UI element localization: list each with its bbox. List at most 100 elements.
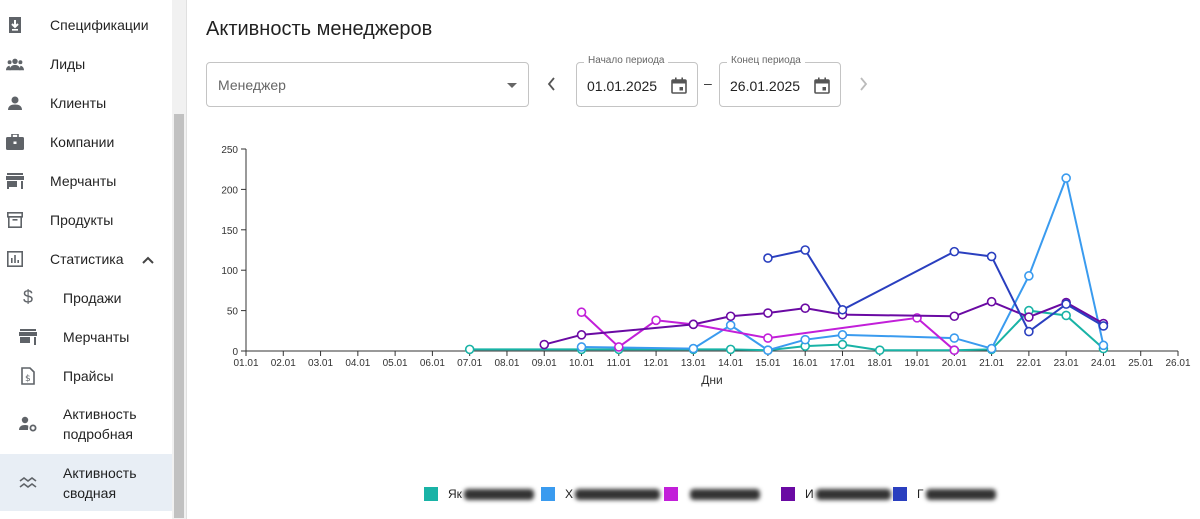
data-point — [837, 330, 848, 340]
legend-label: И — [805, 487, 891, 501]
sidebar-item-merchants-stats[interactable]: Мерчанты — [0, 317, 172, 356]
sidebar-item-label: Статистика — [50, 250, 124, 267]
x-tick-label: 03.01 — [308, 358, 333, 369]
sidebar-item-activity-summary[interactable]: Активность сводная — [0, 454, 172, 511]
x-tick-label: 13.01 — [681, 358, 706, 369]
sidebar-item-clients[interactable]: Клиенты — [0, 83, 172, 122]
sidebar-item-label: Активность сводная — [63, 464, 137, 501]
legend-label: Г — [917, 487, 996, 501]
data-point — [1061, 173, 1071, 183]
page-title: Активность менеджеров — [206, 18, 433, 40]
archive-box-icon — [6, 211, 24, 229]
sidebar-item-sales[interactable]: $ Продажи — [0, 278, 172, 317]
manager-select-placeholder: Менеджер — [218, 77, 286, 93]
data-point — [688, 319, 699, 330]
data-point — [949, 246, 960, 257]
sidebar-item-prices[interactable]: $ Прайсы — [0, 356, 172, 395]
legend-swatch — [893, 487, 907, 501]
x-tick-label: 21.01 — [979, 358, 1004, 369]
sidebar-item-companies[interactable]: Компании — [0, 122, 172, 161]
x-tick-label: 24.01 — [1091, 358, 1116, 369]
bar-chart-icon — [6, 250, 24, 268]
data-point — [576, 330, 587, 340]
data-point — [986, 296, 997, 307]
data-point — [763, 345, 773, 355]
data-point — [725, 320, 736, 330]
legend-item[interactable] — [664, 484, 760, 504]
briefcase-icon — [6, 133, 24, 151]
series-line — [767, 248, 1104, 334]
data-point — [874, 345, 885, 355]
legend-label-text: И — [805, 487, 814, 501]
x-tick-label: 18.01 — [867, 358, 892, 369]
x-tick-label: 05.01 — [383, 358, 408, 369]
dropdown-arrow-icon — [507, 83, 517, 88]
sidebar-item-statistics[interactable]: Статистика — [0, 239, 172, 278]
sidebar-item-products[interactable]: Продукты — [0, 200, 172, 239]
x-tick-label: 25.01 — [1128, 358, 1153, 369]
legend-swatch — [664, 487, 678, 501]
legend-item[interactable]: Як — [424, 484, 534, 504]
chevron-up-icon[interactable] — [142, 251, 154, 267]
start-date-value: 01.01.2025 — [587, 78, 658, 94]
x-tick-label: 16.01 — [793, 358, 818, 369]
previous-period-button[interactable] — [547, 75, 557, 96]
data-point — [539, 339, 550, 350]
data-point — [576, 342, 587, 352]
sidebar-item-leads[interactable]: Лиды — [0, 44, 172, 83]
x-tick-label: 14.01 — [718, 358, 743, 369]
calendar-icon[interactable] — [671, 77, 687, 99]
x-tick-label: 11.01 — [607, 358, 632, 369]
legend-swatch — [424, 487, 438, 501]
price-document-icon: $ — [19, 366, 37, 385]
data-point — [986, 343, 997, 354]
download-document-icon — [6, 16, 24, 34]
people-group-icon — [6, 55, 24, 73]
x-tick-label: 02.01 — [271, 358, 296, 369]
sidebar-item-label: Лиды — [50, 55, 86, 72]
data-point — [1024, 326, 1034, 337]
data-point — [1098, 321, 1109, 331]
sidebar-item-label: Активность подробная — [63, 406, 137, 442]
data-point — [1061, 299, 1071, 309]
sidebar-scrollbar-thumb[interactable] — [174, 114, 184, 518]
legend-label: Як — [448, 487, 534, 501]
manager-select[interactable]: Менеджер — [206, 62, 529, 107]
sidebar-item-label: Прайсы — [63, 367, 114, 384]
y-tick-label: 150 — [221, 226, 238, 237]
legend-item[interactable]: И — [781, 484, 891, 504]
x-tick-label: 10.01 — [569, 358, 594, 369]
data-point — [613, 342, 624, 352]
sidebar-item-activity-detailed[interactable]: Активность подробная — [0, 402, 172, 446]
legend-item[interactable]: Г — [893, 484, 996, 504]
start-date-field[interactable]: Начало периода 01.01.2025 — [576, 55, 698, 107]
svg-text:$: $ — [25, 374, 31, 384]
x-tick-label: 12.01 — [644, 358, 669, 369]
x-tick-label: 19.01 — [905, 358, 930, 369]
start-date-label: Начало периода — [584, 55, 669, 66]
data-point — [949, 345, 960, 355]
data-point — [837, 339, 848, 350]
sidebar-item-specifications[interactable]: Спецификации — [0, 5, 172, 44]
calendar-icon[interactable] — [814, 77, 830, 99]
end-date-value: 26.01.2025 — [730, 78, 801, 94]
x-tick-label: 06.01 — [420, 358, 445, 369]
series-line — [543, 300, 1104, 346]
x-tick-label: 15.01 — [755, 358, 780, 369]
data-point — [1061, 310, 1071, 321]
store-icon — [6, 172, 24, 190]
sidebar-item-merchants[interactable]: Мерчанты — [0, 161, 172, 200]
end-date-field[interactable]: Конец периода 26.01.2025 — [719, 55, 841, 107]
data-point — [1024, 271, 1034, 281]
data-point — [464, 344, 475, 355]
end-date-label: Конец периода — [727, 55, 805, 66]
sidebar-item-label: Клиенты — [50, 94, 107, 111]
redacted-name-blur — [463, 489, 534, 501]
legend-item[interactable]: Х — [541, 484, 661, 504]
wave-lines-icon — [19, 474, 37, 492]
sidebar-item-label: Компании — [50, 133, 115, 150]
legend-swatch — [541, 487, 555, 501]
next-period-button[interactable] — [858, 75, 868, 96]
x-axis-title: Дни — [701, 373, 722, 387]
data-point — [1024, 312, 1034, 322]
